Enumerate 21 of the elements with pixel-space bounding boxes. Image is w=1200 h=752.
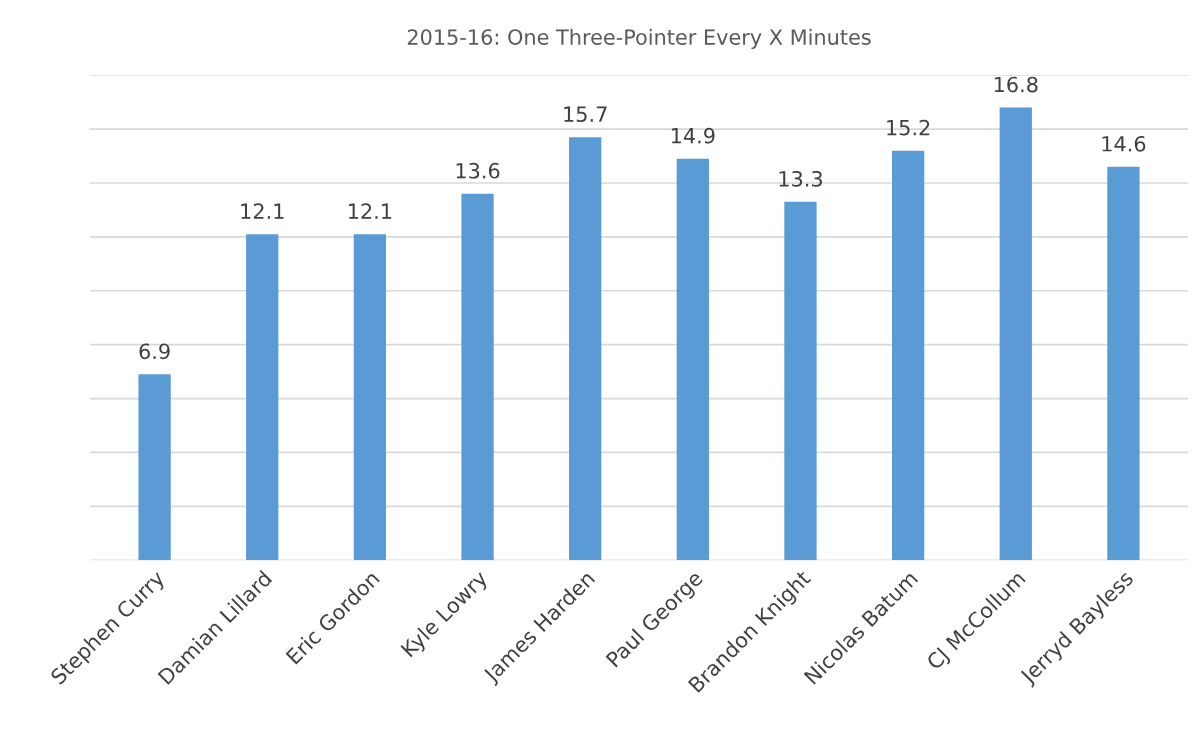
data-label: 12.1 — [348, 203, 392, 219]
bar — [1107, 166, 1140, 561]
data-label: 15.7 — [564, 106, 607, 123]
bar — [353, 234, 387, 561]
bar — [784, 201, 817, 561]
bar — [999, 107, 1032, 561]
bar — [891, 150, 925, 561]
data-label: 14.6 — [1102, 135, 1146, 152]
data-label: 15.2 — [887, 119, 930, 136]
bar — [569, 137, 602, 561]
data-label: 6.9 — [139, 343, 170, 360]
bar — [676, 158, 709, 561]
data-label: 16.8 — [994, 76, 1038, 93]
data-label: 12.1 — [241, 203, 284, 219]
data-label: 13.6 — [456, 162, 500, 179]
bar — [246, 234, 279, 561]
data-label: 14.9 — [671, 127, 715, 144]
bar — [461, 193, 494, 561]
chart-title: 2015-16: One Three-Pointer Every X Minutes — [407, 28, 871, 49]
data-label: 13.3 — [779, 170, 822, 187]
bar — [138, 374, 171, 561]
